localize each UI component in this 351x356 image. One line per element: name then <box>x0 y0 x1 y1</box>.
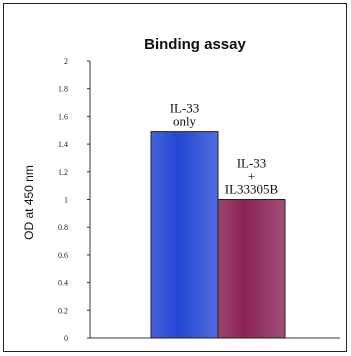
bar-1 <box>150 131 219 339</box>
y-axis-label: OD at 450 nm <box>22 165 36 240</box>
y-tick-label: 1 <box>64 196 68 205</box>
y-tick-label: 0.4 <box>58 279 68 288</box>
bar-2 <box>217 199 286 339</box>
y-tick-label: 1.4 <box>58 140 68 149</box>
y-tick-label: 0.8 <box>58 223 68 232</box>
bars <box>150 131 286 339</box>
chart-title: Binding assay <box>144 36 246 53</box>
y-tick-label: 2 <box>64 57 68 66</box>
bar-2-label-line: + <box>248 169 255 184</box>
bar-1-label-line: IL-33 <box>170 101 200 116</box>
y-tick-label: 1.8 <box>58 85 68 94</box>
y-tick-label: 1.2 <box>58 168 68 177</box>
y-tick-label: 0 <box>64 334 68 343</box>
bar-2-label-line: IL33305B <box>225 182 279 197</box>
bar-2-label-line: IL-33 <box>237 156 267 171</box>
y-axis-ticks: 0 0.2 0.4 0.6 0.8 1 1.2 1.4 1.6 1.8 2 <box>58 57 90 343</box>
y-tick-label: 1.6 <box>58 112 68 121</box>
y-tick-label: 0.2 <box>58 306 68 315</box>
bar-1-label-line: only <box>173 114 197 129</box>
y-tick-label: 0.6 <box>58 251 68 260</box>
